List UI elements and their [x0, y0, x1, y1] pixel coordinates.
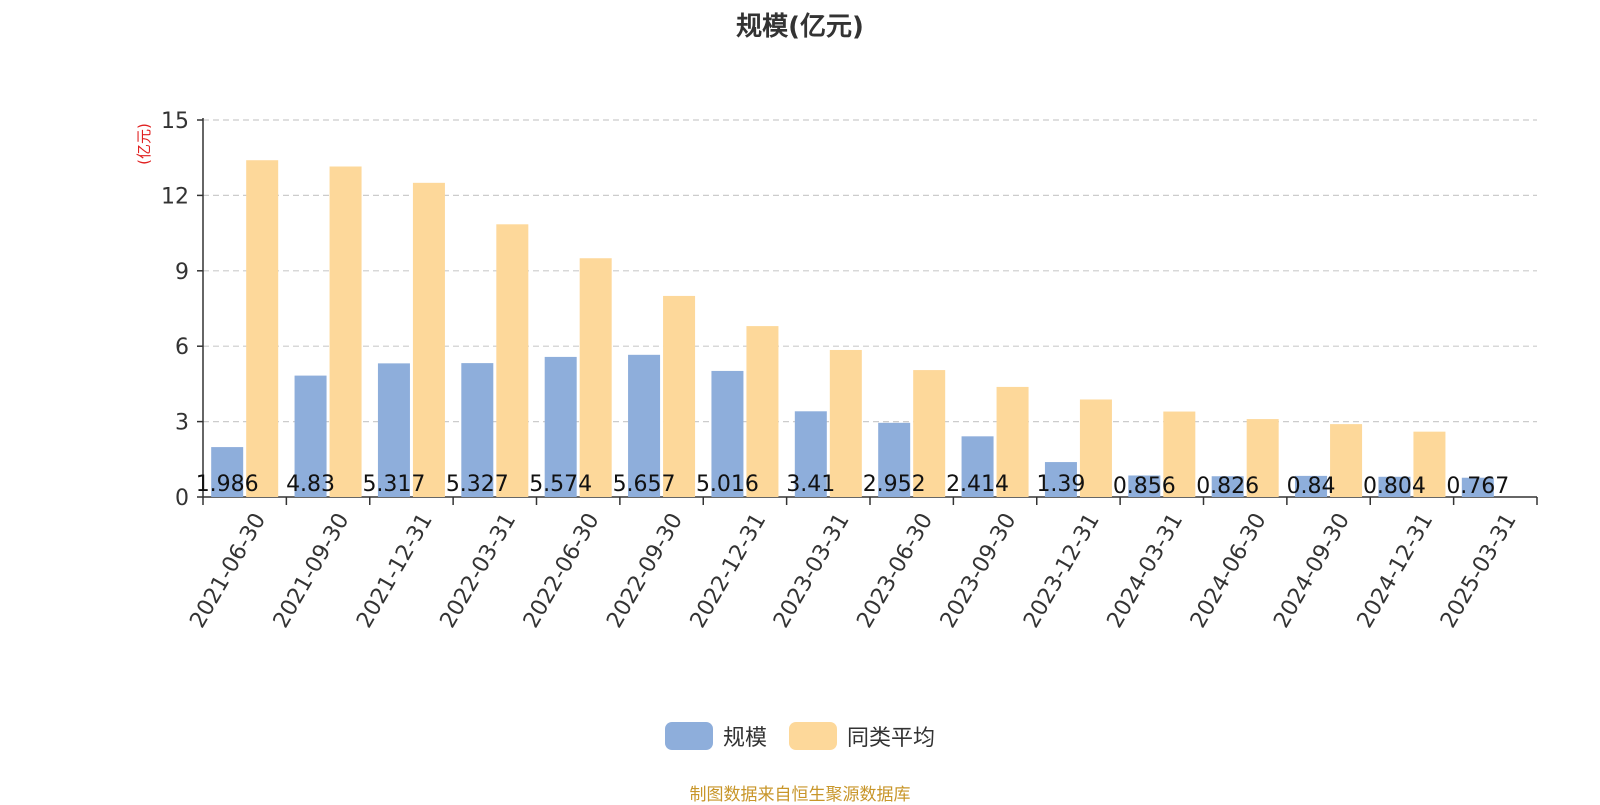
- legend: 规模 同类平均: [0, 720, 1600, 752]
- data-label-scale: 5.327: [446, 472, 509, 497]
- data-label-scale: 0.856: [1113, 474, 1176, 499]
- data-label-scale: 3.41: [786, 472, 835, 497]
- bar-peer-average: [663, 295, 696, 497]
- legend-label-scale: 规模: [722, 726, 767, 751]
- legend-item-peer-average[interactable]: 同类平均: [789, 720, 935, 752]
- bar-scale: [1211, 476, 1244, 497]
- bar-peer-average: [1330, 424, 1363, 497]
- x-tick-label: 2021-09-30: [269, 509, 355, 632]
- data-label-scale: 2.414: [946, 472, 1009, 497]
- x-tick-label: 2023-09-30: [936, 509, 1022, 632]
- x-tick-label: 2022-03-31: [436, 509, 522, 632]
- x-tick-label: 2024-03-31: [1103, 509, 1189, 632]
- bar-scale: [878, 422, 911, 497]
- y-tick-label: 12: [161, 184, 189, 209]
- bar-peer-average: [1079, 399, 1112, 497]
- data-label-scale: 5.657: [613, 472, 676, 497]
- bar-scale: [628, 354, 661, 497]
- data-label-scale: 0.84: [1287, 474, 1336, 499]
- data-label-scale: 2.952: [863, 472, 926, 497]
- x-tick-label: 2023-12-31: [1019, 509, 1105, 632]
- y-axis-label: (亿元): [135, 123, 153, 165]
- data-label-scale: 0.804: [1363, 474, 1426, 499]
- x-tick-label: 2021-06-30: [185, 509, 271, 632]
- bar-peer-average: [746, 326, 779, 497]
- legend-swatch-peer-average: [789, 722, 837, 750]
- data-source-note: 制图数据来自恒生聚源数据库: [689, 785, 911, 805]
- bar-peer-average: [913, 370, 946, 497]
- x-tick-label: 2025-03-31: [1436, 509, 1522, 632]
- bar-scale: [711, 370, 744, 497]
- bar-scale: [794, 411, 827, 497]
- bar-peer-average: [579, 258, 612, 497]
- x-tick-label: 2024-09-30: [1269, 509, 1355, 632]
- legend-label-peer-average: 同类平均: [847, 726, 936, 751]
- chart-title: 规模(亿元): [736, 12, 864, 42]
- x-tick-label: 2024-06-30: [1186, 509, 1272, 632]
- y-tick-label: 6: [175, 335, 189, 360]
- data-label-scale: 4.83: [286, 472, 335, 497]
- x-tick-label: 2023-03-31: [769, 509, 855, 632]
- x-tick-label: 2024-12-31: [1353, 509, 1439, 632]
- y-tick-label: 9: [175, 260, 189, 285]
- bar-scale: [1128, 475, 1161, 497]
- bar-peer-average: [496, 224, 529, 497]
- x-tick-label: 2023-06-30: [852, 509, 938, 632]
- x-tick-label: 2021-12-31: [352, 509, 438, 632]
- bar-peer-average: [829, 349, 862, 497]
- legend-item-scale[interactable]: 规模: [664, 720, 767, 752]
- bar-scale: [294, 375, 327, 497]
- bar-scale: [377, 363, 410, 497]
- data-label-scale: 5.317: [362, 472, 425, 497]
- x-tick-label: 2022-06-30: [519, 509, 605, 632]
- bar-scale: [1461, 477, 1494, 497]
- data-label-scale: 1.39: [1036, 472, 1085, 497]
- bar-scale: [211, 447, 244, 497]
- bar-scale: [1295, 475, 1328, 497]
- data-label-scale: 5.016: [696, 472, 759, 497]
- y-tick-label: 15: [161, 109, 189, 134]
- bar-peer-average: [329, 166, 362, 497]
- data-label-scale: 5.574: [529, 472, 592, 497]
- bar-peer-average: [412, 182, 445, 498]
- bar-scale: [961, 436, 994, 497]
- y-tick-label: 0: [175, 486, 189, 511]
- data-label-scale: 1.986: [196, 472, 259, 497]
- y-tick-label: 3: [175, 411, 189, 436]
- bar-peer-average: [1163, 411, 1196, 497]
- bar-peer-average: [1413, 431, 1446, 497]
- bar-scale: [1378, 476, 1411, 497]
- data-label-scale: 0.767: [1446, 474, 1509, 499]
- bar-scale: [544, 356, 577, 497]
- bar-scale: [1044, 462, 1077, 497]
- bar-peer-average: [246, 160, 279, 498]
- bar-peer-average: [996, 386, 1029, 497]
- data-label-scale: 0.826: [1196, 474, 1259, 499]
- legend-swatch-scale: [664, 722, 713, 750]
- bar-scale: [461, 363, 494, 497]
- bar-peer-average: [1246, 419, 1279, 497]
- x-tick-label: 2022-09-30: [602, 509, 688, 632]
- x-tick-label: 2022-12-31: [686, 509, 772, 632]
